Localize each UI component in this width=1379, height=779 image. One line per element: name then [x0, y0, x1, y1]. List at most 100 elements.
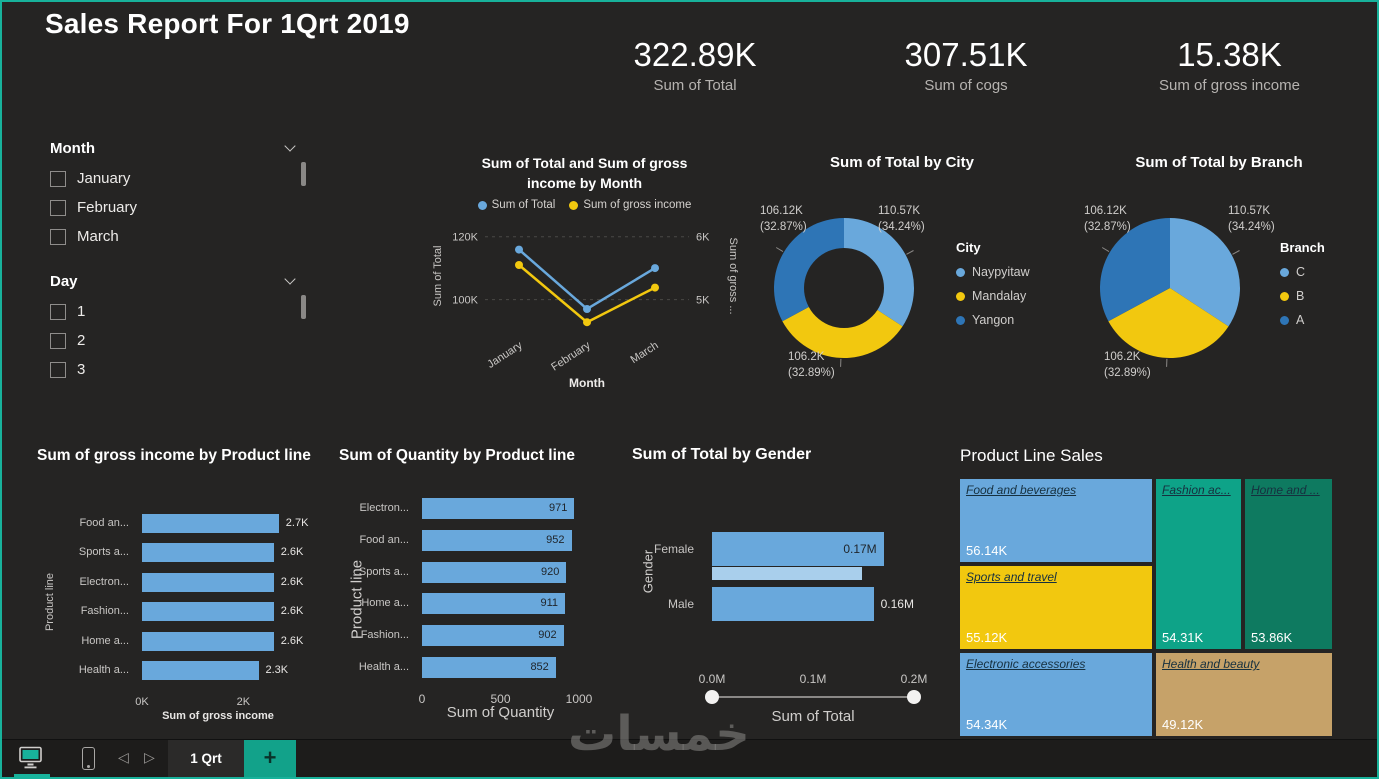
prev-page-arrow-icon[interactable]: ◁ [118, 750, 129, 766]
x-axis-title: Sum of Quantity [446, 704, 555, 721]
data-point-marker[interactable] [583, 305, 591, 314]
slicer-item[interactable]: 1 [50, 297, 308, 326]
treemap-product-line-sales: Product Line Sales Food and beverages 56.… [960, 446, 1335, 739]
slice-b[interactable] [1108, 288, 1229, 358]
page-tab-1qrt[interactable]: 1 Qrt [168, 740, 244, 777]
slice-a[interactable] [1100, 218, 1170, 322]
scrollbar-thumb[interactable] [301, 162, 306, 186]
donut-hole [804, 248, 884, 328]
bar[interactable] [422, 657, 556, 678]
footer-bar: ◁ ▷ 1 Qrt + [2, 739, 1377, 777]
callout-pct: (32.89%) [788, 366, 835, 379]
line-series[interactable] [518, 248, 656, 311]
treemap-tile[interactable]: Health and beauty 49.12K [1156, 653, 1332, 736]
add-page-button[interactable]: + [244, 740, 296, 777]
donut-plot[interactable] [762, 206, 926, 370]
mobile-view-icon[interactable] [82, 747, 95, 770]
line-chart-plot[interactable]: 120K 100K 6K 5K January February March Sum of T… [427, 213, 742, 393]
bar[interactable] [712, 587, 874, 621]
category-label: Food an... [359, 533, 409, 546]
legend-item[interactable]: Yangon [956, 313, 1030, 327]
legend-label: Naypyitaw [972, 265, 1030, 279]
bar[interactable] [142, 602, 274, 622]
bar[interactable] [142, 661, 259, 680]
slice-c[interactable] [1170, 218, 1240, 327]
desktop-view-icon[interactable] [18, 746, 44, 770]
legend: City Naypyitaw Mandalay Yangon [956, 240, 1030, 337]
treemap-value: 56.14K [966, 543, 1008, 558]
scrollbar-thumb[interactable] [301, 295, 306, 319]
bar[interactable] [422, 561, 567, 583]
slicer-item[interactable]: 2 [50, 326, 308, 355]
data-point-marker[interactable] [651, 264, 659, 273]
category-label: Health a... [358, 661, 409, 673]
callout-leader-line [1101, 247, 1110, 253]
callout-pct: (34.24%) [878, 220, 925, 233]
checkbox[interactable] [50, 199, 66, 216]
data-point-marker[interactable] [515, 245, 523, 254]
pie-plot[interactable] [1088, 206, 1252, 370]
range-slider-handle-max[interactable] [907, 690, 921, 704]
treemap-tile[interactable]: Electronic accessories 54.34K [960, 653, 1152, 736]
treemap-tile[interactable]: Sports and travel 55.12K [960, 566, 1152, 649]
legend-item[interactable]: Sum of gross income [569, 199, 691, 211]
phone-home-dot [87, 765, 90, 768]
data-point-marker[interactable] [651, 283, 659, 292]
legend-item[interactable]: C [1280, 265, 1325, 279]
legend-item[interactable]: Mandalay [956, 289, 1030, 303]
category-label: Health a... [78, 664, 129, 676]
month-slicer: Month January February March [50, 138, 308, 251]
callout-value: 106.12K [1084, 205, 1127, 217]
bar[interactable] [422, 625, 564, 647]
treemap-tile[interactable]: Fashion ac... 54.31K [1156, 479, 1241, 649]
checkbox[interactable] [50, 228, 66, 245]
category-label: Home a... [361, 597, 409, 610]
bar[interactable] [422, 529, 572, 551]
line-series[interactable] [518, 264, 656, 324]
chart-title: Sum of Total by City [830, 154, 974, 171]
range-slider-handle-min[interactable] [705, 690, 719, 704]
legend-title: City [956, 240, 981, 255]
chevron-down-icon[interactable] [284, 273, 296, 285]
chart-legend: Sum of Total Sum of gross income [427, 199, 742, 211]
kpi-sum-of-cogs: 307.51K Sum of cogs [871, 36, 1061, 94]
slicer-item[interactable]: 3 [50, 355, 308, 384]
slicer-item[interactable]: March [50, 222, 308, 251]
bar[interactable] [712, 532, 884, 566]
chart-title: Sum of Total by Branch [1135, 154, 1303, 171]
value-label: 2.6K [280, 575, 304, 588]
chevron-down-icon[interactable] [284, 140, 296, 152]
slice-callout: 106.12K (32.87%) [1084, 204, 1131, 235]
bar[interactable] [422, 498, 575, 519]
slicer-item[interactable]: January [50, 164, 308, 193]
next-page-arrow-icon[interactable]: ▷ [144, 750, 155, 766]
data-point-marker[interactable] [515, 261, 523, 270]
bar[interactable] [142, 514, 279, 533]
legend-label: Sum of Total [491, 199, 556, 212]
bar[interactable] [422, 593, 565, 615]
checkbox[interactable] [50, 361, 66, 378]
checkbox[interactable] [50, 170, 66, 187]
range-slider-track[interactable] [712, 696, 914, 698]
x-axis-tick: 0 [418, 692, 426, 706]
treemap-tile[interactable]: Home and ... 53.86K [1245, 479, 1332, 649]
treemap-label: Food and beverages [966, 483, 1077, 497]
legend-item[interactable]: Naypyitaw [956, 265, 1030, 279]
checkbox[interactable] [50, 303, 66, 320]
data-point-marker[interactable] [583, 318, 591, 327]
legend-item[interactable]: A [1280, 313, 1325, 327]
bar[interactable] [142, 543, 274, 563]
legend-item[interactable]: Sum of Total [477, 199, 556, 212]
treemap-label: Fashion ac... [1162, 483, 1231, 497]
x-axis-title: Sum of gross income [162, 710, 274, 722]
bar[interactable] [142, 631, 274, 651]
slicer-item[interactable]: February [50, 193, 308, 222]
y2-axis-tick: 5K [696, 295, 710, 307]
legend-item[interactable]: B [1280, 289, 1325, 303]
treemap-tile[interactable]: Food and beverages 56.14K [960, 479, 1152, 562]
y-axis-title: Sum of Total [432, 246, 444, 307]
checkbox[interactable] [50, 332, 66, 349]
checkbox-label: January [77, 170, 131, 187]
category-label: Electron... [79, 575, 129, 588]
bar[interactable] [142, 572, 274, 592]
